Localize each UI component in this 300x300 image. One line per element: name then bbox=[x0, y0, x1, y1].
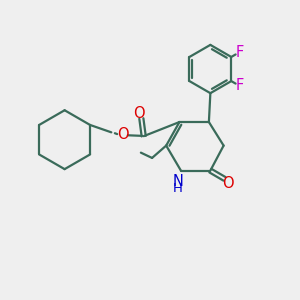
Text: O: O bbox=[133, 106, 145, 121]
Text: O: O bbox=[117, 127, 128, 142]
Text: O: O bbox=[222, 176, 234, 191]
Text: F: F bbox=[235, 78, 244, 93]
Text: F: F bbox=[235, 45, 244, 60]
Text: N: N bbox=[172, 174, 183, 189]
Text: H: H bbox=[173, 182, 183, 195]
